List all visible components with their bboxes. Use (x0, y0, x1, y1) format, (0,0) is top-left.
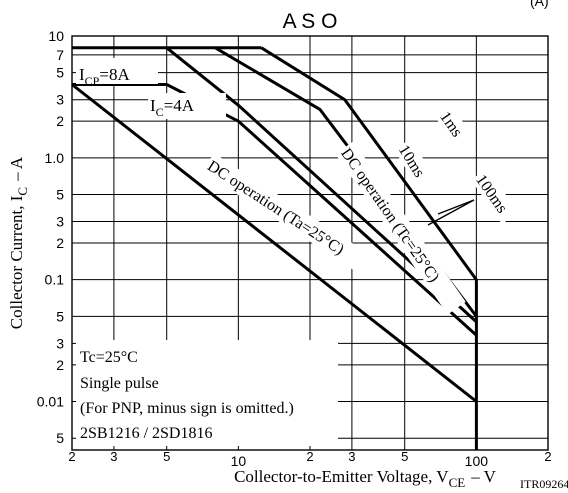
y-tick-label: 5 (56, 430, 64, 446)
ic-label-group: IC=4A (148, 93, 226, 119)
y-axis-label-sub: C (15, 187, 30, 196)
note-part-numbers: 2SB1216 / 2SD1816 (80, 425, 212, 442)
x-axis-label-sub: CE (449, 475, 466, 490)
tick-labels: 2 3 5 10 2 3 5 100 2 10 7 5 3 2 1.0 5 3 2 0.1 5 3 2 0.01 5 (37, 28, 552, 469)
y-axis-label-tail: – A (7, 156, 26, 182)
dc-ta-label-bg (201, 153, 379, 279)
y-tick-label: 0.1 (45, 272, 65, 288)
series-line-dc-operation-ta-25-c (71, 83, 478, 403)
ic-label-tail: =4A (164, 96, 195, 115)
x-tick-label: 2 (544, 449, 551, 464)
icp-label-main: I (79, 65, 85, 84)
y-axis-label: Collector Current, IC – A (7, 156, 30, 329)
ic-label-main: I (150, 96, 156, 115)
icp-label-group: ICP=8A (76, 58, 158, 88)
notes-box: Tc=25°C Single pulse (For PNP, minus sig… (76, 340, 338, 446)
plot-frame (71, 35, 549, 451)
title-fragment-right: (A) (530, 0, 549, 9)
x-tick-label: 3 (110, 449, 117, 464)
y-tick-label: 3 (56, 214, 64, 230)
y-tick-label: 2 (56, 357, 64, 373)
ic-label-bg (148, 93, 226, 119)
chart-title: A S O (283, 10, 338, 33)
y-tick-label: 1.0 (45, 150, 65, 166)
x-tick-label: 5 (163, 449, 170, 464)
y-tick-label: 2 (56, 113, 64, 129)
y-tick-label: 5 (56, 308, 64, 324)
ic-label-sub: C (156, 105, 164, 119)
ms1-label-group: 1ms (434, 105, 471, 145)
y-tick-label: 5 (56, 65, 64, 81)
dc-tc-label-bg (335, 141, 466, 315)
icp-label: ICP=8A (79, 65, 130, 88)
ic-label: IC=4A (150, 96, 195, 119)
icp-label-tail: =8A (99, 65, 130, 84)
x-tick-label: 5 (401, 449, 408, 464)
ms10-label-bg (393, 138, 435, 187)
ms1-label-bg (434, 105, 471, 145)
x-tick-label: 2 (68, 449, 75, 464)
x-tick-label: 10 (231, 453, 247, 469)
x-tick-label: 100 (465, 453, 489, 469)
ms100-pointer-2 (427, 199, 475, 226)
x-axis-label-main: Collector-to-Emitter Voltage, V (234, 467, 449, 486)
y-tick-label: 3 (56, 92, 64, 108)
y-tick-label: 0.01 (37, 394, 64, 410)
series-line-10ms (165, 46, 478, 324)
y-tick-label: 10 (48, 28, 64, 44)
x-tick-label: 3 (348, 449, 355, 464)
note-tc: Tc=25°C (80, 349, 138, 366)
x-axis-label: Collector-to-Emitter Voltage, VCE – V (234, 467, 497, 490)
ms100-pointer-1 (437, 199, 475, 215)
y-axis-label-main: Collector Current, I (7, 195, 26, 329)
ms100-label-group: 100ms (470, 168, 519, 225)
note-single-pulse: Single pulse (80, 375, 159, 392)
note-pnp: (For PNP, minus sign is omitted.) (80, 400, 294, 417)
x-tick-label: 2 (306, 449, 313, 464)
notes-bg (76, 340, 338, 446)
y-tick-label: 5 (56, 187, 64, 203)
y-tick-label: 3 (56, 335, 64, 351)
series-line-dc-operation-tc-25-c (166, 83, 478, 337)
icp-label-sub: CP (85, 74, 100, 88)
series-line-1ms (260, 46, 478, 281)
ms10-label-group: 10ms (393, 138, 435, 187)
y-tick-label: 7 (56, 47, 64, 63)
ms100-label-bg (470, 168, 519, 225)
icp-label-bg (76, 58, 158, 84)
doc-code: ITR09264 (520, 477, 568, 491)
x-axis-label-tail: – V (470, 467, 496, 486)
y-tick-label: 2 (56, 235, 64, 251)
